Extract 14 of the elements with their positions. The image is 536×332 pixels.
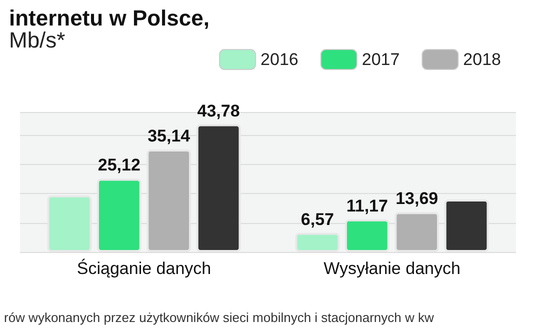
legend-label: 2018 [463, 50, 502, 69]
legend-label: 2017 [362, 50, 400, 69]
data-label: 6,57 [300, 210, 334, 229]
chart-subtitle: Mb/s* [9, 28, 66, 52]
chart-title: internetu w Polsce, [9, 6, 210, 30]
data-label: 13,69 [396, 189, 438, 208]
legend-label: 2016 [260, 50, 298, 69]
x-tick-label: Wysyłanie danych [324, 259, 460, 278]
data-label: 35,14 [148, 126, 191, 146]
data-label: 11,17 [346, 196, 388, 216]
data-label: 25,12 [98, 156, 140, 175]
text: rów wykonanych przez użytkowników sieci mobilnych i stacjonarnych w kw [4, 310, 434, 325]
data-label: 43,78 [197, 101, 240, 120]
x-tick-label: Ściąganie danych [76, 258, 212, 278]
